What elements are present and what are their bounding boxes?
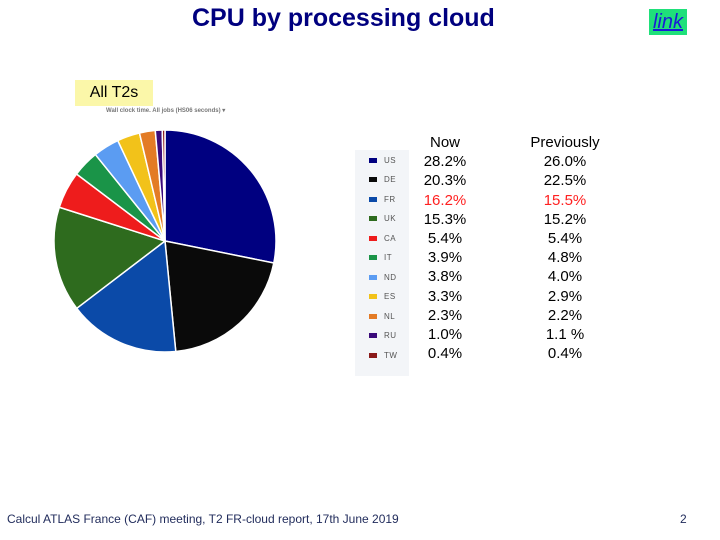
- legend-item: DE: [369, 174, 396, 186]
- page-title: CPU by processing cloud: [192, 4, 495, 32]
- value-cell: 3.3%: [427, 287, 463, 305]
- value-cell: 2.9%: [547, 287, 583, 305]
- legend-swatch: [369, 157, 377, 163]
- legend-label: DE: [384, 175, 397, 184]
- legend-swatch: [369, 235, 377, 241]
- legend-label: CA: [384, 233, 397, 243]
- legend-swatch: [369, 196, 377, 202]
- previously-header: Previously: [530, 134, 600, 151]
- chart-legend: US DE FR UK CA IT ND ES NL RU TW: [355, 150, 409, 376]
- pie-slice-tw: [161, 129, 166, 242]
- legend-label: UK: [384, 214, 397, 223]
- all-t2s-tag: All T2s: [75, 80, 153, 106]
- legend-swatch: [369, 274, 377, 280]
- value-cell: 3.8%: [427, 268, 463, 286]
- value-cell: 4.8%: [547, 249, 583, 267]
- value-cell: 28.2%: [423, 153, 467, 171]
- pie-slice-fr: [75, 239, 177, 353]
- value-cell: 1.0%: [427, 326, 463, 344]
- link-button[interactable]: link: [649, 9, 687, 35]
- chart-caption: Wall clock time. All jobs (HS06 seconds)…: [106, 108, 226, 114]
- legend-swatch: [369, 294, 377, 299]
- value-cell: 22.5%: [543, 172, 587, 190]
- legend-label: US: [384, 155, 397, 165]
- value-cell: 4.0%: [547, 268, 583, 286]
- pie-slice-us: [164, 129, 277, 264]
- legend-item: TW: [369, 349, 397, 361]
- value-cell: 15.2%: [543, 210, 587, 228]
- value-cell: 5.4%: [547, 230, 583, 247]
- legend-item: IT: [369, 252, 392, 264]
- value-cell: 26.0%: [543, 153, 587, 171]
- now-column: Now 28.2% 20.3% 16.2% 15.3% 5.4% 3.9% 3.8% 3.3%…: [414, 133, 476, 363]
- legend-label: TW: [384, 350, 398, 360]
- pie-slice-de: [164, 240, 275, 353]
- value-cell: 16.2%: [423, 191, 467, 209]
- value-cell: 15.3%: [423, 210, 467, 228]
- legend-label: ND: [384, 272, 397, 282]
- now-header: Now: [429, 134, 460, 151]
- legend-item: ES: [369, 291, 396, 303]
- value-cell: 0.4%: [547, 345, 583, 363]
- legend-label: FR: [384, 194, 396, 204]
- legend-item: ND: [369, 271, 397, 283]
- legend-item: RU: [369, 330, 397, 342]
- legend-swatch: [369, 333, 377, 338]
- value-cell: 1.1 %: [545, 326, 585, 344]
- footer-text: Calcul ATLAS France (CAF) meeting, T2 FR…: [7, 512, 399, 526]
- legend-swatch: [369, 216, 377, 221]
- value-cell: 5.4%: [427, 230, 463, 247]
- value-cell: 2.3%: [427, 306, 463, 324]
- value-cell: 2.2%: [547, 306, 583, 324]
- legend-label: RU: [384, 331, 397, 340]
- legend-item: CA: [369, 232, 396, 244]
- legend-label: IT: [384, 253, 393, 262]
- legend-swatch: [369, 255, 377, 260]
- legend-item: UK: [369, 213, 396, 225]
- legend-label: ES: [384, 292, 396, 301]
- legend-item: US: [369, 154, 396, 166]
- legend-swatch: [369, 177, 377, 182]
- previously-column: Previously 26.0% 22.5% 15.5% 15.2% 5.4% 4.8% 4…: [522, 133, 608, 363]
- value-cell: 3.9%: [427, 249, 463, 267]
- legend-swatch: [369, 313, 377, 319]
- page-number: 2: [680, 512, 687, 526]
- legend-item: FR: [369, 193, 396, 205]
- value-cell: 15.5%: [543, 191, 587, 209]
- pie-chart: [53, 129, 277, 353]
- value-cell: 0.4%: [427, 345, 463, 363]
- legend-swatch: [369, 352, 377, 358]
- value-cell: 20.3%: [423, 172, 467, 190]
- legend-label: NL: [384, 311, 396, 321]
- legend-item: NL: [369, 310, 395, 322]
